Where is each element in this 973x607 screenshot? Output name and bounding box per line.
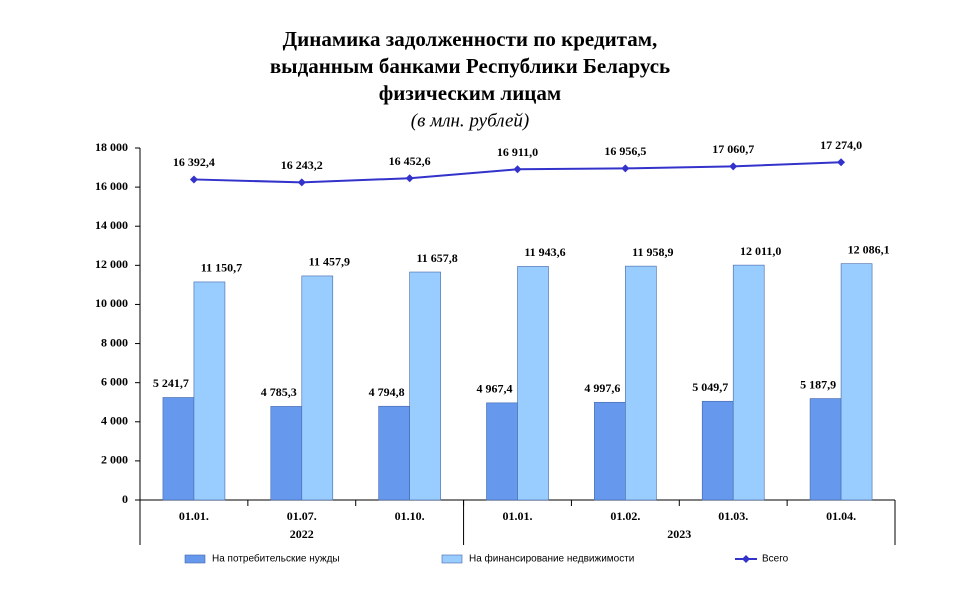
group-label: 2022	[290, 527, 314, 541]
bar	[301, 275, 334, 501]
line-marker	[189, 175, 198, 184]
y-tick-label: 2 000	[101, 453, 128, 467]
bar	[270, 406, 303, 501]
bar	[625, 265, 657, 501]
line-marker	[621, 164, 630, 173]
x-tick-label: 01.03.	[718, 509, 748, 523]
group-label: 2023	[667, 527, 691, 541]
data-label: 17 060,7	[712, 142, 754, 156]
bar	[193, 281, 226, 501]
data-label: 5 241,7	[153, 376, 189, 390]
data-label: 5 187,9	[800, 377, 836, 391]
line-marker	[837, 158, 846, 167]
data-label: 11 958,9	[632, 245, 673, 259]
x-tick-label: 01.01.	[179, 509, 209, 523]
bar	[517, 266, 549, 501]
data-label: 16 243,2	[281, 158, 323, 172]
x-tick-label: 01.07.	[287, 509, 317, 523]
line-marker	[729, 162, 738, 171]
x-tick-label: 01.04.	[826, 509, 856, 523]
data-label: 16 911,0	[497, 145, 538, 159]
chart-title: физическим лицам	[379, 81, 561, 105]
bar	[732, 264, 765, 501]
y-tick-label: 18 000	[95, 140, 128, 154]
line-marker	[405, 174, 414, 183]
legend-label: На финансирование недвижимости	[469, 553, 634, 565]
y-tick-label: 4 000	[101, 414, 128, 428]
x-tick-label: 01.01.	[503, 509, 533, 523]
chart-title: выданным банками Республики Беларусь	[270, 54, 670, 78]
chart-title: Динамика задолженности по кредитам,	[283, 27, 658, 51]
data-label: 12 011,0	[740, 244, 781, 258]
bar	[486, 402, 518, 501]
data-label: 4 997,6	[584, 381, 620, 395]
bar	[409, 271, 441, 501]
data-label: 4 967,4	[477, 382, 513, 396]
y-tick-label: 0	[122, 492, 128, 506]
y-tick-label: 14 000	[95, 218, 128, 232]
x-tick-label: 01.10.	[395, 509, 425, 523]
data-label: 11 457,9	[309, 255, 350, 269]
bar	[809, 398, 842, 501]
legend-swatch	[742, 555, 750, 563]
data-label: 11 150,7	[201, 261, 242, 275]
line-marker	[513, 165, 522, 174]
bar	[840, 263, 873, 501]
data-label: 11 657,8	[416, 251, 457, 265]
legend-label: Всего	[762, 554, 789, 565]
legend-swatch	[441, 554, 463, 564]
data-label: 4 785,3	[261, 385, 297, 399]
data-label: 16 452,6	[389, 154, 431, 168]
data-label: 16 956,5	[604, 144, 646, 158]
data-label: 17 274,0	[820, 138, 862, 152]
data-label: 5 049,7	[692, 380, 728, 394]
bar	[162, 397, 195, 501]
bar	[594, 401, 626, 501]
bar	[701, 400, 734, 501]
legend-label: На потребительские нужды	[212, 553, 340, 565]
y-tick-label: 12 000	[95, 257, 128, 271]
bar	[378, 405, 410, 501]
legend-swatch	[184, 554, 206, 564]
y-tick-label: 8 000	[101, 335, 128, 349]
chart-subtitle: (в млн. рублей)	[411, 110, 529, 131]
line-marker	[297, 178, 306, 187]
x-tick-label: 01.02.	[610, 509, 640, 523]
y-tick-label: 16 000	[95, 179, 128, 193]
y-tick-label: 10 000	[95, 296, 128, 310]
data-label: 12 086,1	[848, 242, 890, 256]
y-tick-label: 6 000	[101, 374, 128, 388]
data-label: 4 794,8	[369, 385, 405, 399]
data-label: 16 392,4	[173, 155, 215, 169]
data-label: 11 943,6	[524, 245, 565, 259]
